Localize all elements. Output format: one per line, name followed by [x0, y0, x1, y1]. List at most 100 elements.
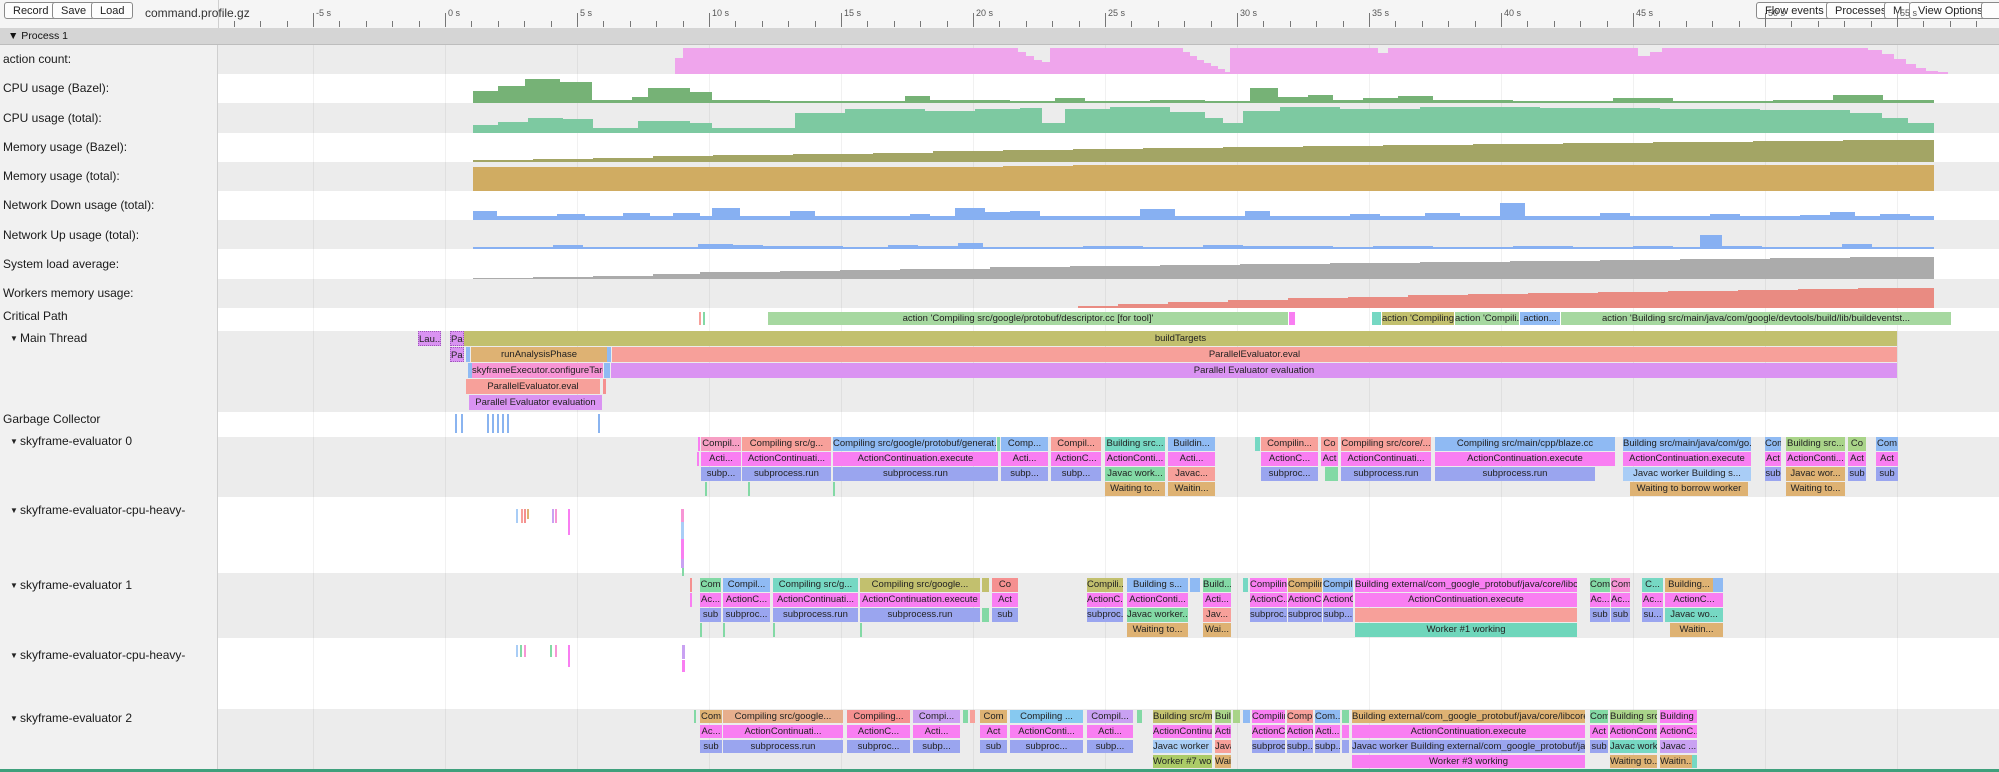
trace-span[interactable]: Building external/com_google_protobuf/ja… [1355, 578, 1577, 592]
partial-button[interactable] [1981, 2, 1999, 19]
trace-span[interactable] [468, 363, 472, 378]
trace-span[interactable] [694, 710, 696, 723]
trace-span[interactable]: subp... [1323, 608, 1353, 622]
trace-span[interactable] [982, 578, 989, 592]
load-button[interactable]: Load [91, 2, 134, 19]
trace-span[interactable]: action 'Compili... [1455, 312, 1519, 325]
trace-span[interactable] [970, 710, 975, 723]
trace-span[interactable]: subp... [913, 740, 960, 753]
trace-span[interactable]: ActionC... [1323, 593, 1353, 607]
cpu-heavy-mark[interactable] [682, 660, 685, 672]
save-button[interactable]: Save [52, 2, 96, 19]
trace-span[interactable]: Javac work... [1105, 467, 1165, 481]
sidebar-thread-row[interactable]: ▼ skyframe-evaluator 1 [0, 577, 224, 593]
trace-span[interactable] [1372, 312, 1381, 325]
trace-span[interactable]: Buildin... [1168, 437, 1215, 451]
trace-span[interactable]: runAnalysisPhase [471, 347, 607, 362]
trace-span[interactable] [723, 623, 725, 637]
cpu-heavy-mark[interactable] [568, 645, 570, 667]
trace-span[interactable]: ActionContinuati... [1341, 452, 1431, 466]
trace-span[interactable]: subprocess.run [742, 467, 831, 481]
trace-span[interactable]: Compiling src/g... [742, 437, 831, 451]
trace-span[interactable]: Compil... [1323, 578, 1353, 592]
trace-span[interactable] [1342, 710, 1349, 723]
trace-span[interactable]: Com... [1315, 710, 1340, 723]
trace-span[interactable]: subprocess.run [1341, 467, 1431, 481]
trace-span[interactable]: Javac wor... [1786, 467, 1845, 481]
trace-span[interactable]: Com [700, 710, 722, 723]
trace-span[interactable] [690, 593, 692, 607]
record-button[interactable]: Record [4, 2, 58, 19]
trace-span[interactable]: ActionContinuati... [1153, 725, 1212, 738]
trace-span[interactable]: Com [1611, 578, 1630, 592]
trace-span[interactable]: Worker #7 working [1153, 755, 1212, 768]
trace-span[interactable]: Waitin... [1215, 755, 1231, 768]
trace-span[interactable]: Building src/main/jav... [1153, 710, 1212, 723]
trace-span[interactable]: Act [1765, 452, 1781, 466]
trace-span[interactable]: subprocess.run [1435, 467, 1595, 481]
trace-span[interactable] [705, 482, 707, 496]
trace-span[interactable] [860, 623, 862, 637]
trace-span[interactable]: Ac... [1611, 593, 1630, 607]
trace-span[interactable] [604, 363, 610, 378]
trace-span[interactable]: Compiling src/g... [773, 578, 858, 592]
trace-span[interactable]: subproc... [847, 740, 910, 753]
trace-span[interactable]: Compil... [723, 578, 770, 592]
trace-span[interactable]: subproc... [1010, 740, 1083, 753]
trace-span[interactable]: action 'Compiling src/google/protobuf/de… [768, 312, 1288, 325]
trace-span[interactable]: subp... [1051, 467, 1101, 481]
trace-span[interactable]: Building ... [1660, 710, 1697, 723]
cpu-heavy-mark[interactable] [524, 645, 526, 657]
trace-span[interactable]: Compiling ... [1250, 578, 1287, 592]
trace-span[interactable]: Waiting to... [1105, 482, 1165, 496]
trace-span[interactable]: ActionC... [1287, 725, 1313, 738]
trace-span[interactable]: Building external/com_google_protobuf/ja… [1352, 710, 1585, 723]
cpu-heavy-mark[interactable] [555, 509, 557, 523]
trace-span[interactable]: Com [700, 578, 721, 592]
trace-span[interactable]: subproc... [723, 608, 770, 622]
collapse-arrow-icon[interactable]: ▼ [10, 581, 18, 590]
trace-span[interactable]: Worker #3 working [1352, 755, 1585, 768]
trace-span[interactable]: sub [1590, 608, 1610, 622]
trace-span[interactable]: ActionC... [1288, 593, 1322, 607]
trace-span[interactable] [1342, 740, 1349, 753]
trace-span[interactable]: ActionContinuation.execute [1623, 452, 1751, 466]
trace-span[interactable] [982, 608, 989, 622]
trace-span[interactable]: ActionContinuation.execute [833, 452, 998, 466]
trace-span[interactable]: ActionC... [847, 725, 910, 738]
trace-span[interactable]: Acti... [913, 725, 960, 738]
trace-span[interactable] [607, 347, 611, 362]
trace-span[interactable]: ActionContinuati... [723, 725, 843, 738]
cpu-heavy-mark[interactable] [682, 568, 684, 576]
trace-span[interactable]: Compiling src/google... [723, 710, 843, 723]
cpu-heavy-mark[interactable] [682, 645, 685, 659]
trace-span[interactable]: buildTargets [464, 331, 1897, 346]
trace-span[interactable] [698, 437, 700, 451]
trace-span[interactable] [697, 452, 699, 466]
collapse-arrow-icon[interactable]: ▼ [10, 651, 18, 660]
trace-span[interactable]: ActionConti... [1610, 725, 1657, 738]
trace-span[interactable]: Compil... [701, 437, 741, 451]
trace-span[interactable]: Java... [1215, 740, 1231, 753]
trace-span[interactable]: sub [992, 608, 1018, 622]
cpu-heavy-mark[interactable] [552, 509, 554, 523]
trace-span[interactable]: Acti... [701, 452, 741, 466]
trace-span[interactable]: Compiling... [1252, 710, 1285, 723]
trace-span[interactable]: Buildi... [1215, 710, 1231, 723]
trace-span[interactable]: Compiling... [847, 710, 910, 723]
trace-span[interactable]: Act [1848, 452, 1866, 466]
trace-span[interactable]: action... [1520, 312, 1560, 325]
collapse-arrow-icon[interactable]: ▼ [10, 334, 18, 343]
trace-span[interactable]: Waitin... [1670, 623, 1723, 637]
collapse-arrow-icon[interactable]: ▼ [10, 506, 18, 515]
trace-span[interactable]: subprocess.run [860, 608, 980, 622]
trace-span[interactable]: Co [1321, 437, 1338, 451]
trace-span[interactable]: sub [1876, 467, 1898, 481]
trace-span[interactable]: subp... [1087, 740, 1133, 753]
sidebar-thread-row[interactable]: ▼ skyframe-evaluator-cpu-heavy- [0, 647, 224, 663]
trace-span[interactable] [1692, 755, 1697, 768]
trace-span[interactable] [1243, 710, 1250, 723]
trace-span[interactable]: Compi... [913, 710, 960, 723]
trace-span[interactable]: Waiting to borrow worker [1630, 482, 1748, 496]
trace-span[interactable] [700, 623, 702, 637]
